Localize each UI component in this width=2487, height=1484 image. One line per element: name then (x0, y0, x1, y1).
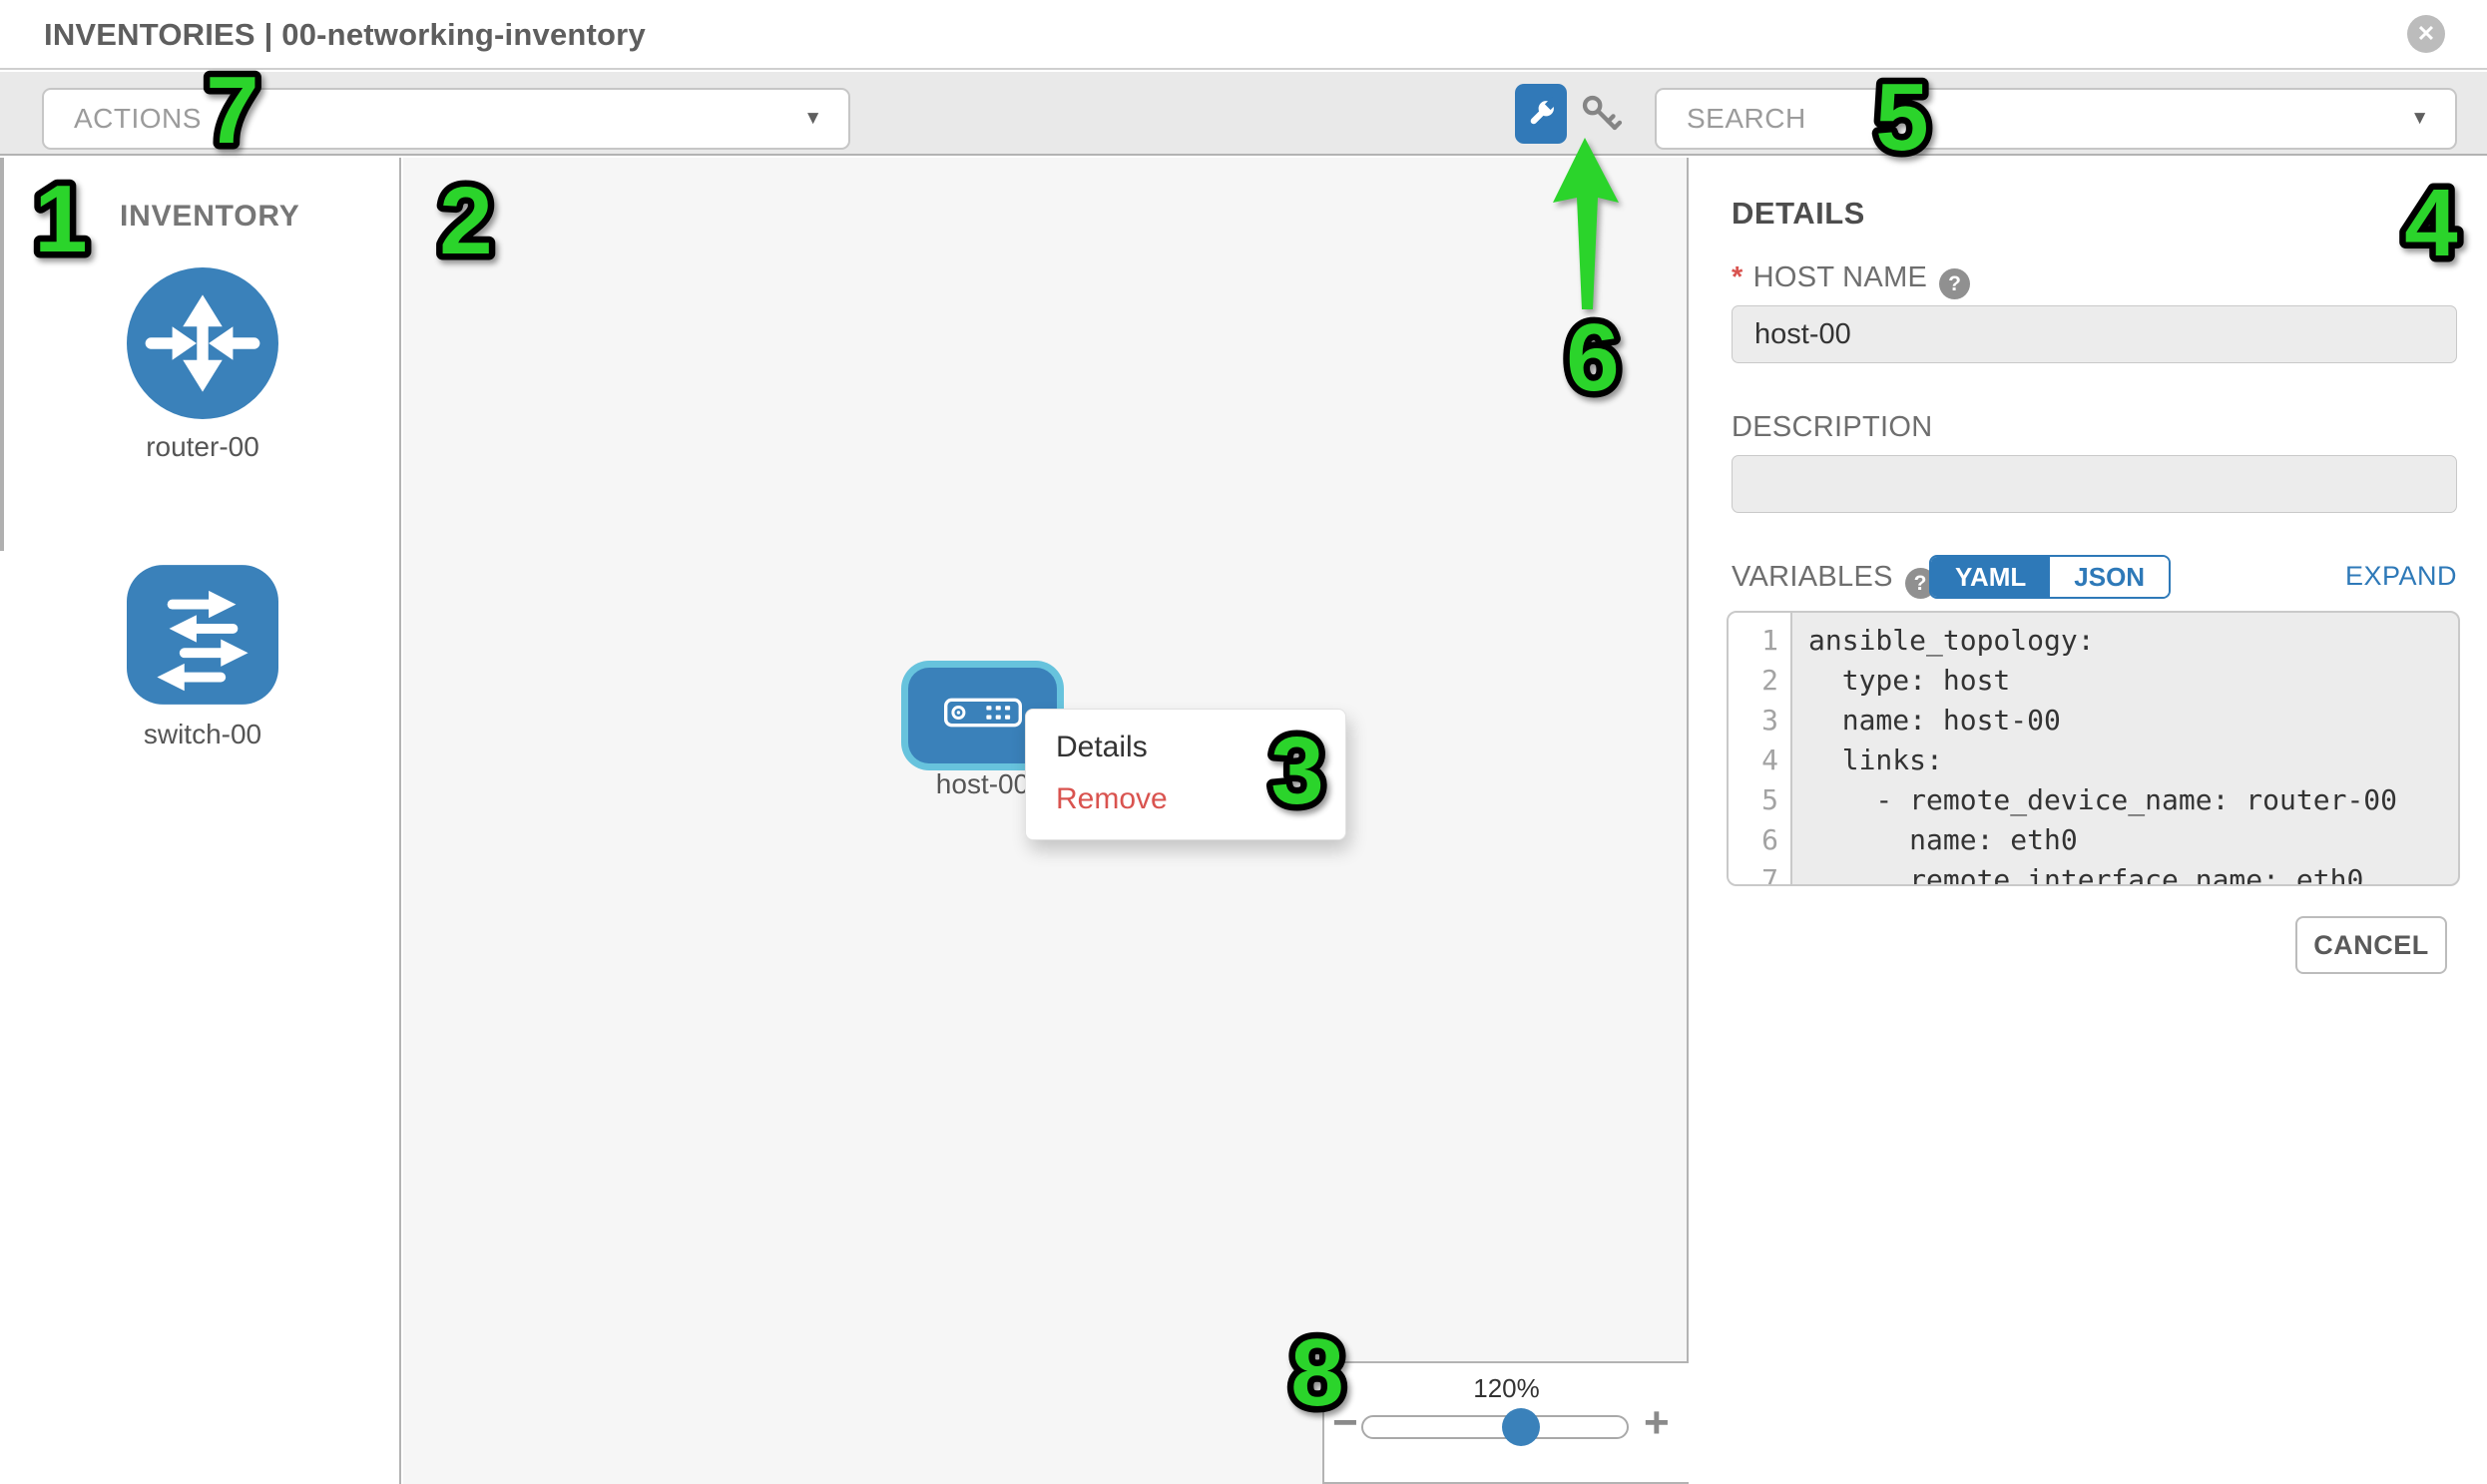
host-name-label: HOST NAME (1752, 261, 1928, 293)
code-line: - remote_device_name: router-00 (1808, 783, 2398, 816)
toolbar-mode-button[interactable] (1515, 84, 1567, 144)
expand-link[interactable]: EXPAND (2344, 561, 2457, 591)
required-asterisk: * (1732, 261, 1743, 293)
host-name-label-row: * HOST NAME? (1732, 261, 1971, 299)
toolbar: ACTIONS ▼ SEARCH (0, 72, 2487, 156)
variables-label: VARIABLES (1732, 561, 1893, 593)
host-icon (944, 698, 1022, 728)
actions-dropdown-placeholder: ACTIONS (74, 103, 202, 134)
palette-title: INVENTORY (120, 200, 300, 233)
key-button[interactable] (1579, 92, 1625, 138)
palette-item-router-label[interactable]: router-00 (146, 431, 259, 462)
node-context-menu: Details Remove (1025, 709, 1346, 840)
editor-code-content[interactable]: ansible_topology: type: host name: host-… (1792, 613, 2458, 884)
zoom-in-button[interactable]: + (1644, 1398, 1670, 1447)
code-line: ansible_topology: (1808, 624, 2095, 657)
context-menu-item-details[interactable]: Details (1056, 731, 1148, 763)
switch-icon[interactable] (127, 565, 278, 705)
line-number: 5 (1761, 783, 1778, 816)
actions-dropdown[interactable]: ACTIONS ▼ (42, 88, 850, 150)
variables-label-row: VARIABLES? (1732, 561, 1936, 599)
line-number: 6 (1761, 823, 1778, 856)
description-input[interactable] (1732, 455, 2457, 513)
host-name-input[interactable]: host-00 (1732, 305, 2457, 363)
key-icon (1582, 95, 1623, 131)
caret-down-icon: ▼ (803, 108, 822, 129)
line-number: 7 (1761, 863, 1778, 886)
topology-canvas[interactable]: host-00 Details Remove 120% − + (403, 158, 1689, 1484)
router-icon[interactable] (127, 267, 278, 419)
zoom-control: 120% − + (1322, 1361, 1689, 1484)
code-line: name: host-00 (1808, 704, 2061, 737)
inventory-palette: INVENTORY router-00 (0, 158, 401, 1484)
editor-line-numbers: 1 2 3 4 5 6 7 (1729, 613, 1792, 884)
cancel-button[interactable]: CANCEL (2295, 916, 2447, 974)
description-label: DESCRIPTION (1732, 411, 1933, 443)
line-number: 2 (1761, 664, 1778, 697)
context-menu-item-remove[interactable]: Remove (1056, 782, 1168, 815)
details-panel: DETAILS * HOST NAME? host-00 DESCRIPTION … (1691, 158, 2487, 1484)
code-line: type: host (1808, 664, 2011, 697)
sidebar-scrollbar[interactable] (0, 158, 4, 551)
breadcrumb: INVENTORIES | 00-networking-inventory (44, 17, 646, 52)
palette-item-switch-label[interactable]: switch-00 (143, 719, 262, 749)
variables-format-toggle: YAML JSON (1929, 555, 2172, 599)
search-dropdown-placeholder: SEARCH (1687, 103, 1806, 134)
caret-down-icon: ▼ (2410, 108, 2429, 129)
line-number: 3 (1761, 704, 1778, 737)
code-line: name: eth0 (1808, 823, 2078, 856)
header-bar: INVENTORIES | 00-networking-inventory ✕ (0, 0, 2487, 70)
zoom-slider-handle[interactable] (1502, 1408, 1540, 1446)
wrench-icon (1530, 97, 1558, 125)
host-node-label: host-00 (935, 768, 1030, 799)
variables-code-editor[interactable]: 1 2 3 4 5 6 7 ansible_topology: type: ho… (1727, 611, 2460, 886)
search-dropdown[interactable]: SEARCH ▼ (1655, 88, 2457, 150)
close-icon[interactable]: ✕ (2407, 15, 2445, 53)
code-line: links: (1808, 743, 1943, 776)
tab-yaml[interactable]: YAML (1931, 557, 2051, 597)
tab-json[interactable]: JSON (2050, 557, 2170, 597)
line-number: 4 (1761, 743, 1778, 776)
line-number: 1 (1761, 624, 1778, 657)
zoom-out-button[interactable]: − (1332, 1398, 1358, 1447)
zoom-level-value: 120% (1473, 1373, 1540, 1403)
zoom-slider-track[interactable] (1361, 1415, 1629, 1439)
details-panel-title: DETAILS (1732, 196, 1865, 231)
help-icon[interactable]: ? (1939, 268, 1971, 299)
code-line: remote_interface_name: eth0 (1808, 863, 2364, 886)
